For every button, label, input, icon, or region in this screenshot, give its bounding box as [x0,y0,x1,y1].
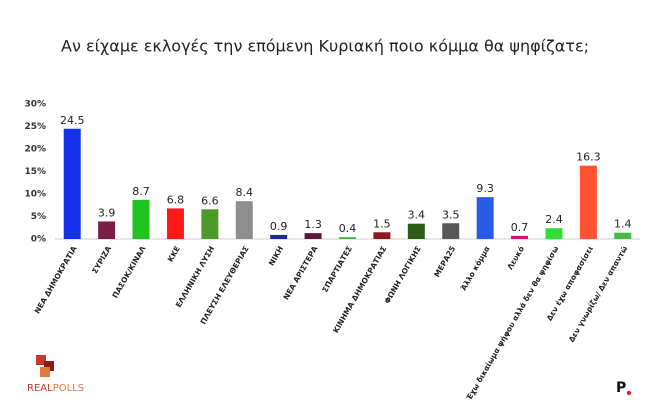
x-tick-label: ΚΚΕ [166,245,182,264]
value-label: 3.4 [408,209,426,222]
y-tick-label: 30% [24,100,46,110]
y-tick-label: 15% [24,167,46,177]
bar [511,235,529,239]
x-tick-label: ΣΥΡΙΖΑ [90,244,113,275]
bar [579,165,597,239]
y-tick-label: 25% [24,122,46,132]
bar [63,128,81,239]
value-label: 2.4 [545,213,563,226]
bar [270,234,288,239]
chart-title: Αν είχαμε εκλογές την επόμενη Κυριακή πο… [61,37,589,56]
bar [476,197,494,239]
bar [339,237,356,239]
value-label: 3.5 [442,208,460,221]
bar [614,232,632,239]
value-label: 3.9 [98,206,116,219]
value-label: 8.4 [236,186,254,199]
y-tick-label: 0% [31,235,46,245]
value-label: 16.3 [576,151,601,164]
brand-dot [626,390,632,396]
x-tick-label: ΜΕΡΑ25 [432,245,457,279]
value-label: 8.7 [132,185,150,198]
logo: REALPOLLS [27,355,84,394]
x-tick-label: ΝΙΚΗ [267,245,285,268]
y-tick-label: 5% [31,212,46,222]
logo-shape [44,361,54,371]
bar [132,199,150,239]
value-label: 6.8 [167,193,185,206]
bar [98,221,116,239]
x-tick-label: ΕΛΛΗΝΙΚΗ ΛΥΣΗ [174,245,217,310]
value-label: 0.4 [339,222,357,235]
x-tick-label: ΝΕΑ ΔΗΜΟΚΡΑΤΙΑ [33,244,79,315]
logo-text: POLLS [53,383,84,394]
x-tick-label: Άλλο κόμμα [459,245,492,293]
value-label: 9.3 [476,182,494,195]
bar [442,223,460,239]
x-tick-label: ΦΩΝΗ ΛΟΓΙΚΗΣ [383,245,423,306]
x-tick-label: Δεν γνωρίζω/ Δεν απαντώ [567,244,630,344]
y-tick-label: 20% [24,145,46,155]
value-label: 0.7 [511,221,529,234]
bar [235,201,253,239]
value-label: 1.5 [373,217,391,230]
x-tick-label: Λευκό [505,245,526,272]
value-label: 6.6 [201,194,219,207]
value-label: 1.4 [614,218,632,231]
logo-shape [40,367,50,377]
y-tick-label: 10% [24,190,46,200]
logo-shape [36,355,46,365]
bar [201,209,219,239]
brand-mark: P [616,380,626,396]
bar [304,233,322,239]
bar [545,228,563,239]
value-label: 24.5 [60,114,85,127]
bar [407,223,425,239]
x-tick-label: ΝΕΑ ΑΡΙΣΤΕΡΑ [281,244,319,301]
logo-text: REALPOLLS [27,383,84,394]
value-label: 0.9 [270,220,288,233]
x-tick-label: ΠΑΣΟΚ/ΚΙΝΑΛ [110,244,147,299]
bar [166,208,184,239]
value-label: 1.3 [304,218,322,231]
bar [373,232,391,239]
x-tick-label: ΣΠΑΡΤΙΑΤΕΣ [320,245,354,294]
logo-text: REAL [27,383,53,394]
